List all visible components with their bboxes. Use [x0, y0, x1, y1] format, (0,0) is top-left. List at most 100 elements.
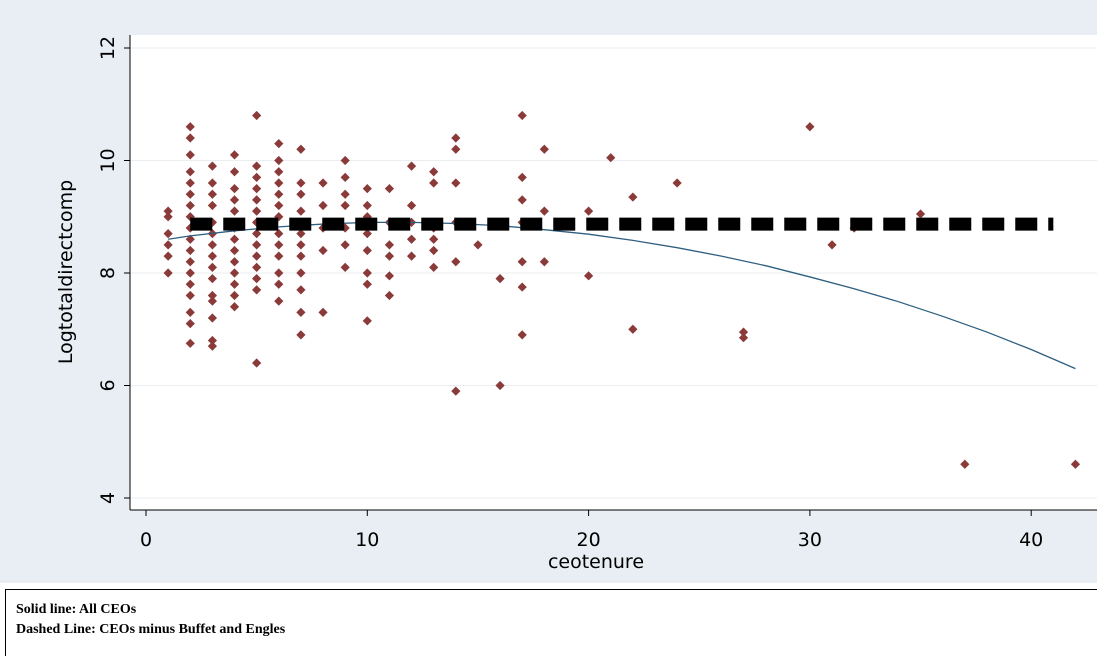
scatter-point [429, 234, 439, 244]
scatter-point [207, 290, 217, 301]
scatter-point [318, 307, 328, 317]
scatter-point [960, 459, 970, 469]
scatter-point [274, 167, 284, 177]
scatter-point [296, 330, 306, 340]
scatter-point [384, 184, 395, 194]
scatter-point [362, 279, 372, 289]
scatter-point [495, 380, 505, 391]
scatter-point [318, 178, 328, 188]
y-tick-label: 8 [97, 267, 119, 279]
scatter-point [429, 262, 439, 272]
scatter-point [185, 257, 195, 267]
scatter-point [207, 341, 217, 351]
scatter-point [539, 257, 549, 267]
scatter-point [584, 271, 594, 281]
scatter-point [185, 167, 195, 177]
scatter-point [185, 268, 195, 278]
scatter-point [318, 200, 328, 211]
scatter-point [252, 184, 262, 194]
scatter-point [185, 307, 195, 317]
scatter-point [207, 240, 217, 250]
scatter-point [252, 240, 262, 250]
scatter-point [229, 257, 240, 267]
scatter-point [362, 200, 372, 211]
scatter-point [229, 195, 240, 205]
chart-frame: 4 6 8 10 12 0 10 20 30 40 ceotenure Logtotaldirec… [0, 0, 1097, 583]
scatter-point [185, 338, 195, 348]
scatter-point [274, 139, 284, 149]
scatter-point [185, 189, 195, 199]
scatter-point [672, 178, 682, 188]
scatter-point [384, 240, 395, 250]
scatter-point [517, 257, 527, 267]
scatter-point [229, 290, 240, 301]
scatter-point [362, 245, 372, 256]
scatter-point [185, 200, 195, 211]
scatter-point [517, 110, 527, 121]
scatter-point [185, 150, 195, 160]
scatter-point [274, 279, 284, 289]
scatter-point [163, 212, 173, 222]
scatter-point [163, 240, 173, 250]
note-dashed-line: Dashed Line: CEOs minus Buffet and Engle… [16, 622, 286, 637]
scatter-point [185, 234, 195, 244]
scatter-point [252, 285, 262, 295]
scatter-point [296, 285, 306, 295]
scatter-point [274, 212, 284, 222]
scatter-point [340, 155, 350, 166]
scatter-point [451, 178, 461, 188]
scatter-point [584, 206, 594, 216]
axis-ticks: 4 6 8 10 12 0 10 20 30 40 [97, 36, 1043, 551]
scatter-point [229, 206, 240, 216]
scatter-point [318, 245, 328, 256]
scatter-point [274, 189, 284, 199]
scatter-point [340, 262, 350, 272]
y-axis-label: Logtotaldirectcomp [55, 180, 77, 364]
scatter-point [229, 279, 240, 289]
scatter-point [406, 234, 417, 244]
scatter-point [163, 251, 173, 261]
scatter-point [296, 240, 306, 250]
scatter-point [252, 206, 262, 216]
x-tick-label: 20 [577, 529, 601, 551]
scatter-point [429, 178, 439, 188]
scatter-point [274, 200, 284, 211]
scatter-point [517, 172, 527, 182]
scatter-point [274, 268, 284, 278]
scatter-point [539, 144, 549, 154]
scatter-point [296, 268, 306, 278]
x-tick-label: 0 [140, 529, 152, 551]
y-tick-label: 12 [97, 36, 119, 60]
scatter-point [185, 122, 195, 132]
scatter-point [362, 184, 372, 194]
scatter-point [229, 268, 240, 278]
scatter-point [163, 229, 173, 239]
scatter-point [252, 110, 262, 121]
y-tick-label: 4 [97, 492, 119, 504]
scatter-point [207, 296, 217, 306]
scatter-point [384, 271, 395, 281]
scatter-point [163, 206, 173, 216]
scatter-point [362, 268, 372, 278]
scatter-point [229, 234, 240, 244]
scatter-point [1070, 459, 1081, 469]
scatter-point [252, 251, 262, 261]
scatter-point [738, 333, 749, 343]
scatter-point [274, 155, 284, 166]
scatter-points [163, 110, 1081, 469]
scatter-point [163, 268, 173, 278]
scatter-point [252, 229, 262, 239]
scatter-point [185, 290, 195, 301]
x-tick-label: 10 [355, 529, 379, 551]
scatter-point [296, 307, 306, 317]
scatter-chart: 4 6 8 10 12 0 10 20 30 40 ceotenure Logtotaldirec… [55, 35, 1097, 573]
scatter-point [296, 189, 306, 199]
scatter-point [362, 316, 372, 326]
scatter-point [274, 251, 284, 261]
scatter-point [429, 167, 439, 177]
scatter-point [451, 144, 461, 154]
fit-lines [168, 217, 1076, 370]
scatter-point [915, 209, 926, 219]
scatter-point [207, 335, 217, 346]
x-axis-label: ceotenure [548, 551, 644, 573]
